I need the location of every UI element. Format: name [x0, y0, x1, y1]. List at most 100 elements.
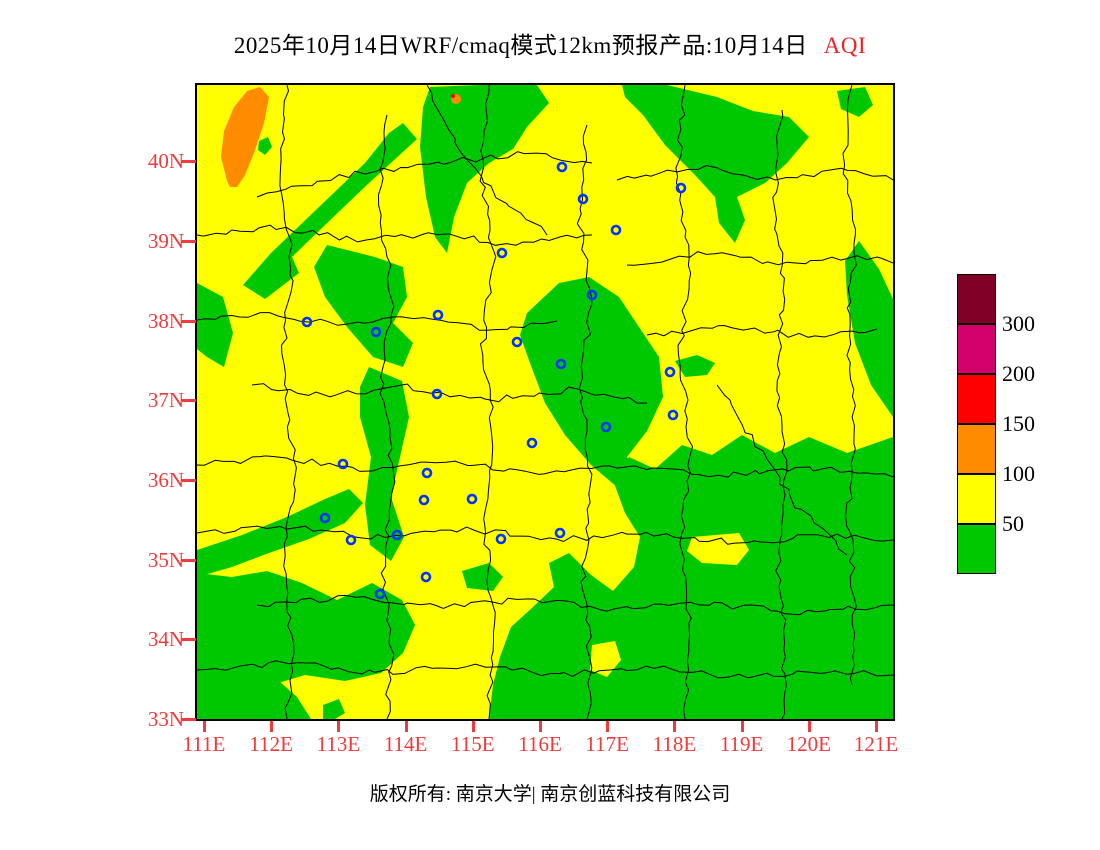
green-region [197, 489, 363, 577]
lat-tick [181, 638, 196, 642]
lon-axis-label: 114E [383, 732, 428, 756]
lat-axis-label: 35N [147, 547, 184, 572]
county-boundary [479, 85, 497, 719]
county-boundary [377, 114, 396, 719]
legend-swatch [957, 424, 996, 474]
lon-axis-label: 119E [719, 732, 764, 756]
lat-axis-label: 34N [147, 627, 184, 652]
city-marker [421, 467, 433, 479]
city-marker [391, 529, 403, 541]
lat-axis-label: 39N [147, 228, 184, 253]
county-boundary [426, 85, 548, 236]
county-boundary [197, 312, 558, 331]
city-marker [586, 289, 598, 301]
lat-tick [181, 558, 196, 562]
city-marker [466, 493, 478, 505]
county-boundary [626, 251, 893, 266]
lon-tick [673, 721, 677, 732]
city-marker [511, 336, 523, 348]
legend-label: 100 [1002, 461, 1035, 486]
city-marker [526, 437, 538, 449]
green-region [675, 355, 715, 377]
city-marker [577, 193, 589, 205]
city-marker [675, 182, 687, 194]
city-marker [496, 247, 508, 259]
lon-tick [337, 721, 341, 732]
county-boundary [616, 164, 893, 181]
city-marker [431, 388, 443, 400]
legend-label: 50 [1002, 511, 1024, 536]
city-marker [600, 421, 612, 433]
city-marker [432, 309, 444, 321]
city-marker [345, 534, 357, 546]
city-marker [319, 512, 331, 524]
legend-swatch [957, 274, 996, 324]
city-marker [495, 533, 507, 545]
lon-axis-label: 113E [316, 732, 361, 756]
county-boundary [197, 455, 893, 478]
lon-tick [807, 721, 811, 732]
county-boundary [646, 324, 878, 338]
lon-axis-label: 120E [786, 732, 831, 756]
green-region [845, 241, 893, 417]
lat-axis-label: 40N [147, 149, 184, 174]
lon-axis-label: 116E [518, 732, 562, 756]
green-region [520, 277, 663, 487]
green-region [197, 675, 311, 719]
legend-label: 300 [1002, 311, 1035, 336]
map-canvas [197, 85, 893, 719]
green-region [360, 367, 409, 561]
county-boundary [772, 109, 788, 719]
city-marker [301, 316, 313, 328]
green-region [837, 87, 873, 117]
hotspot [451, 94, 455, 98]
lat-axis-label: 36N [147, 467, 184, 492]
city-marker [420, 571, 432, 583]
lat-axis-label: 37N [147, 388, 184, 413]
lon-tick [270, 721, 274, 732]
lat-tick [181, 160, 196, 164]
city-marker [554, 527, 566, 539]
lon-axis-label: 121E [853, 732, 899, 756]
city-marker [556, 161, 568, 173]
lat-axis-label: 38N [147, 308, 184, 333]
page-title: 2025年10月14日WRF/cmaq模式12km预报产品:10月14日 AQI [0, 26, 1100, 60]
lat-tick [181, 718, 196, 721]
city-marker [610, 224, 622, 236]
legend-swatch [957, 324, 996, 374]
lon-tick [404, 721, 408, 732]
lat-tick [181, 478, 196, 482]
legend-label: 200 [1002, 361, 1035, 386]
county-boundary [576, 124, 593, 719]
legend-label: 150 [1002, 411, 1035, 436]
green-region [420, 85, 549, 253]
county-boundary [279, 85, 297, 719]
lat-axis-label: 33N [147, 707, 184, 731]
lon-tick [539, 721, 542, 732]
green-region [258, 137, 272, 155]
yellow-patch [590, 641, 621, 677]
county-boundary [675, 85, 694, 719]
lat-tick [181, 319, 196, 323]
city-marker [664, 366, 676, 378]
green-region [243, 123, 417, 299]
county-boundary [716, 384, 848, 556]
green-region [197, 283, 233, 367]
county-boundary [251, 383, 648, 404]
county-boundary [197, 660, 893, 679]
map-frame [195, 83, 895, 721]
lon-axis-label: 112E [249, 732, 293, 756]
green-region [489, 435, 893, 719]
county-boundary [197, 224, 593, 246]
green-region [197, 571, 415, 691]
county-boundary [197, 525, 893, 545]
city-marker [374, 588, 386, 600]
lat-tick [181, 239, 196, 243]
title-text: 2025年10月14日WRF/cmaq模式12km预报产品:10月14日 [233, 33, 808, 58]
lon-axis-label: 118E [652, 732, 697, 756]
legend-swatch [957, 474, 996, 524]
legend-swatch [957, 374, 996, 424]
green-region [323, 699, 345, 719]
title-pollutant-label: AQI [823, 33, 867, 58]
